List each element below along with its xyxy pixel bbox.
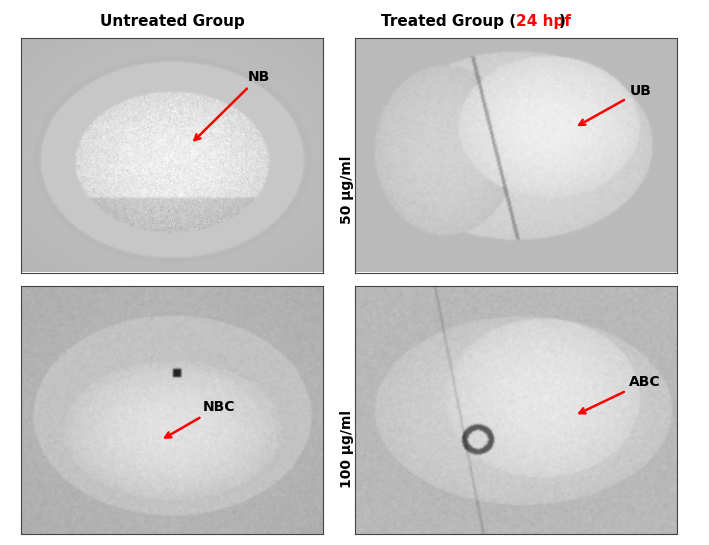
Text: NBC: NBC bbox=[165, 399, 235, 438]
Text: 24 hpf: 24 hpf bbox=[516, 14, 571, 29]
Text: ABC: ABC bbox=[579, 375, 661, 413]
Text: 50 μg/ml: 50 μg/ml bbox=[340, 155, 354, 223]
Text: UB: UB bbox=[579, 84, 651, 125]
Text: Treated Group (: Treated Group ( bbox=[381, 14, 516, 29]
Text: Untreated Group: Untreated Group bbox=[99, 14, 245, 29]
Text: NB: NB bbox=[194, 70, 270, 140]
Text: 100 μg/ml: 100 μg/ml bbox=[340, 410, 354, 488]
Text: ): ) bbox=[559, 14, 565, 29]
